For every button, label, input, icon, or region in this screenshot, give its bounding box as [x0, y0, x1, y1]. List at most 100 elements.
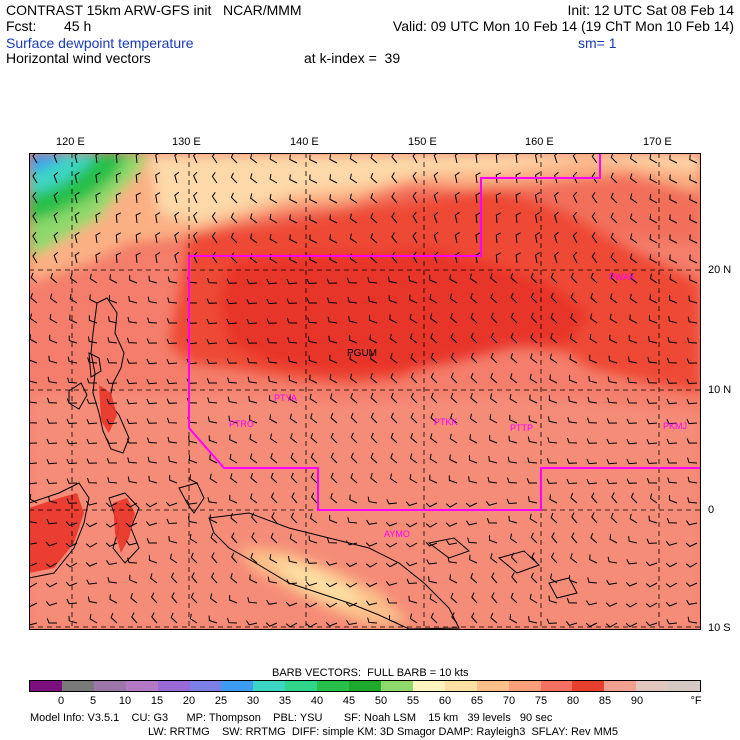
wind-barb — [174, 211, 180, 224]
wind-barb — [566, 597, 578, 604]
wind-barb — [95, 192, 101, 204]
wind-barb — [329, 174, 338, 184]
wind-barb — [166, 338, 178, 345]
wind-barb — [269, 433, 278, 444]
wind-barb — [590, 292, 598, 304]
wind-barb — [346, 277, 358, 284]
wind-barb — [689, 214, 698, 224]
wind-barb — [106, 438, 118, 444]
wind-barb — [289, 394, 298, 404]
wind-barb — [126, 418, 138, 425]
wind-barb — [568, 375, 578, 384]
wind-barb — [129, 274, 138, 284]
wind-barb — [250, 173, 258, 184]
wind-barb — [412, 231, 418, 244]
wind-barb — [586, 458, 598, 465]
wind-barb — [554, 171, 559, 184]
wind-barb — [289, 533, 298, 544]
wind-barb — [48, 355, 58, 364]
dewpoint-contours — [29, 153, 701, 630]
wind-barb — [409, 613, 418, 624]
wind-barb — [687, 457, 698, 464]
wind-barb — [470, 312, 478, 324]
station-pgum: PGUM — [347, 348, 377, 359]
wind-barb — [32, 231, 38, 244]
wind-barb — [191, 572, 198, 584]
wind-barb — [686, 358, 698, 364]
color-swatch — [349, 681, 381, 691]
title-line: CONTRAST 15km ARW-GFS init NCAR/MMM — [6, 2, 302, 18]
wind-barb — [147, 437, 158, 444]
wind-barb — [548, 595, 558, 604]
wind-barb — [370, 452, 378, 464]
wind-barb — [29, 482, 38, 485]
wind-barb — [490, 612, 498, 624]
wind-barb — [491, 572, 498, 584]
wind-barb — [668, 495, 678, 504]
wind-barb — [567, 416, 578, 424]
wind-barb — [629, 193, 638, 204]
wind-barb — [591, 192, 598, 204]
wind-barb — [46, 618, 57, 624]
map-frame — [29, 153, 701, 630]
wind-barb — [211, 192, 218, 204]
wind-barb — [391, 192, 398, 204]
wind-barb — [467, 537, 478, 544]
wind-barb — [649, 154, 658, 164]
wind-barb — [291, 492, 298, 504]
wind-barb — [250, 552, 258, 564]
wind-barb — [106, 560, 118, 566]
wind-barb — [629, 314, 638, 324]
wind-barb — [66, 458, 78, 465]
wind-barb — [550, 552, 558, 564]
wind-barb — [448, 475, 458, 484]
wind-barb — [611, 492, 618, 504]
wind-barb — [46, 478, 58, 485]
color-scale-bar — [29, 680, 701, 692]
wind-barb — [610, 272, 618, 284]
wind-barb — [46, 518, 58, 525]
wind-barb — [66, 398, 78, 404]
wind-barb — [571, 532, 578, 544]
lat-tick-10s: 10 S — [708, 622, 731, 634]
wind-barb — [135, 252, 141, 264]
wind-barb — [449, 293, 458, 304]
wind-barb — [288, 375, 298, 384]
model-info-line2: LW: RRTMG SW: RRTMG DIFF: simple KM: 3D … — [148, 726, 619, 738]
wind-barb — [349, 193, 358, 204]
wind-barb — [666, 438, 678, 445]
wind-barb — [174, 231, 180, 244]
wind-barb — [405, 501, 418, 507]
wind-barb — [365, 600, 378, 606]
wind-barb — [686, 398, 698, 405]
wind-barb — [585, 622, 598, 628]
wind-barb — [629, 253, 638, 264]
wind-barb — [151, 612, 158, 624]
wind-barb — [286, 278, 298, 285]
wind-barb — [606, 438, 618, 445]
wind-barb — [167, 297, 178, 304]
wind-barb — [669, 154, 678, 164]
wind-barb — [95, 212, 101, 224]
lat-tick-0: 0 — [708, 504, 715, 516]
wind-barb — [65, 581, 78, 587]
wind-barb — [288, 556, 298, 564]
wind-barb — [607, 556, 618, 564]
wind-barb — [206, 277, 218, 284]
wind-barb — [347, 517, 358, 524]
wind-barb — [390, 432, 398, 444]
wind-barb — [389, 473, 398, 484]
color-swatch — [508, 681, 541, 691]
wind-barb — [189, 533, 198, 544]
wind-barb — [65, 562, 78, 568]
wind-barb — [589, 354, 598, 364]
wind-barb — [135, 232, 141, 244]
wind-barb — [226, 358, 238, 364]
wind-barb — [167, 276, 178, 284]
wind-barb — [570, 553, 578, 564]
wind-barb — [45, 582, 58, 588]
wind-barb — [146, 338, 158, 344]
color-scale-label: 0 — [57, 695, 65, 707]
wind-barb — [450, 392, 458, 404]
wind-barb — [228, 415, 238, 424]
